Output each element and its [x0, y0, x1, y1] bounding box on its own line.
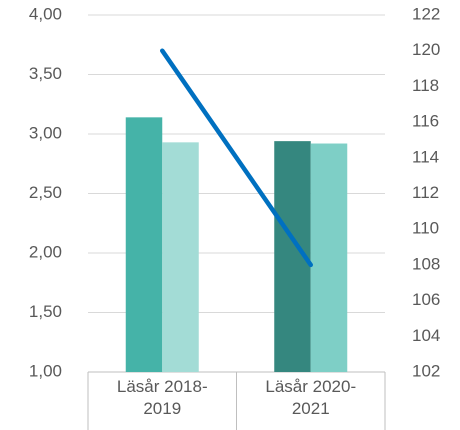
- y2-tick-label: 104: [412, 326, 440, 345]
- y2-tick-label: 122: [412, 4, 440, 23]
- y2-tick-label: 110: [412, 219, 439, 238]
- bar: [310, 143, 348, 372]
- y2-tick-label: 108: [412, 254, 440, 273]
- y-tick-label: 2,00: [29, 242, 62, 261]
- y2-tick-label: 120: [412, 40, 440, 59]
- y2-tick-label: 118: [412, 76, 439, 95]
- y-tick-label: 1,50: [29, 302, 62, 321]
- y-tick-label: 3,50: [29, 64, 62, 83]
- bar: [162, 142, 199, 372]
- y-tick-label: 2,50: [29, 183, 62, 202]
- y2-tick-label: 116: [412, 112, 439, 131]
- x-tick-label: Läsår 2020-2021: [265, 377, 357, 418]
- y-tick-label: 4,00: [29, 4, 62, 23]
- y-tick-label: 3,00: [29, 123, 62, 142]
- y2-tick-label: 112: [412, 183, 439, 202]
- y2-tick-label: 102: [412, 361, 440, 380]
- line: [160, 48, 313, 268]
- bar: [125, 117, 163, 372]
- x-tick-label: Läsår 2018-2019: [116, 377, 208, 418]
- y2-tick-label: 114: [412, 147, 439, 166]
- y-tick-label: 1,00: [29, 361, 62, 380]
- y2-tick-label: 106: [412, 290, 440, 309]
